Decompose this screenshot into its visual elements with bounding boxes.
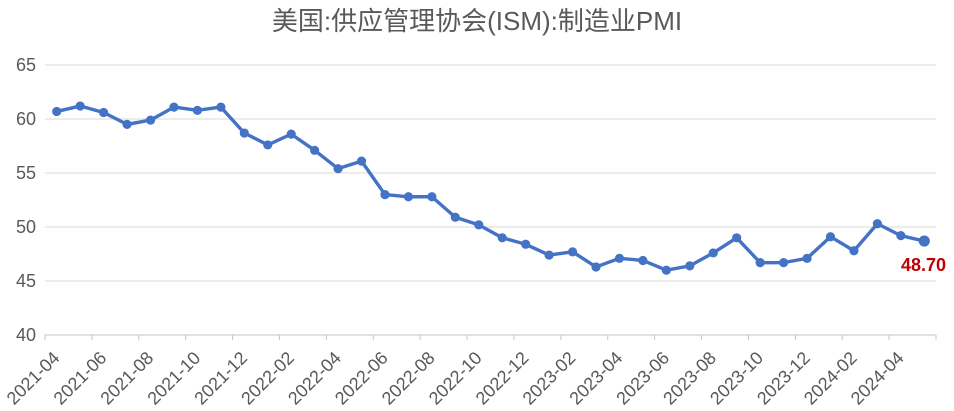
data-point-marker <box>896 231 906 241</box>
data-point-marker <box>310 145 320 155</box>
data-point-marker <box>849 246 859 256</box>
y-tick-label: 65 <box>16 55 36 75</box>
pmi-line-series <box>55 104 926 272</box>
data-point-marker <box>918 235 930 247</box>
data-point-marker <box>286 129 296 139</box>
data-point-marker <box>239 128 249 138</box>
data-point-marker <box>497 233 507 243</box>
data-point-marker <box>614 253 625 263</box>
data-point-marker <box>685 261 695 271</box>
data-point-marker <box>75 101 85 111</box>
data-point-marker <box>521 239 531 249</box>
data-point-marker <box>450 212 460 222</box>
last-value-label: 48.70 <box>901 255 946 275</box>
data-point-marker <box>356 156 367 166</box>
data-point-marker <box>263 140 273 150</box>
data-point-marker <box>591 262 601 272</box>
data-point-marker <box>872 219 882 229</box>
data-point-marker <box>52 106 62 117</box>
data-point-marker <box>122 119 132 129</box>
data-point-marker <box>99 107 109 118</box>
data-point-marker <box>403 192 414 202</box>
y-tick-label: 60 <box>16 109 36 129</box>
y-tick-label: 50 <box>16 217 36 237</box>
data-point-marker <box>755 258 765 268</box>
data-point-marker <box>474 220 484 230</box>
data-point-marker <box>216 102 226 112</box>
data-point-marker <box>192 105 203 115</box>
data-point-marker <box>732 233 742 243</box>
data-point-marker <box>638 255 648 266</box>
data-point-marker <box>661 265 671 275</box>
x-tick-label: 2024-04 <box>847 348 908 409</box>
data-point-marker <box>802 253 812 263</box>
data-point-marker <box>145 115 156 125</box>
data-point-marker <box>380 190 390 200</box>
data-point-marker <box>427 192 437 202</box>
data-point-marker <box>567 247 578 257</box>
y-tick-label: 55 <box>16 163 36 183</box>
data-point-marker <box>778 258 789 268</box>
data-point-marker <box>825 232 836 242</box>
data-point-marker <box>544 250 554 260</box>
data-point-marker <box>169 102 179 112</box>
y-tick-label: 45 <box>16 271 36 291</box>
chart-title: 美国:供应管理协会(ISM):制造业PMI <box>271 6 683 36</box>
data-point-marker <box>333 164 343 174</box>
y-tick-label: 40 <box>16 325 36 345</box>
data-point-marker <box>708 248 718 258</box>
